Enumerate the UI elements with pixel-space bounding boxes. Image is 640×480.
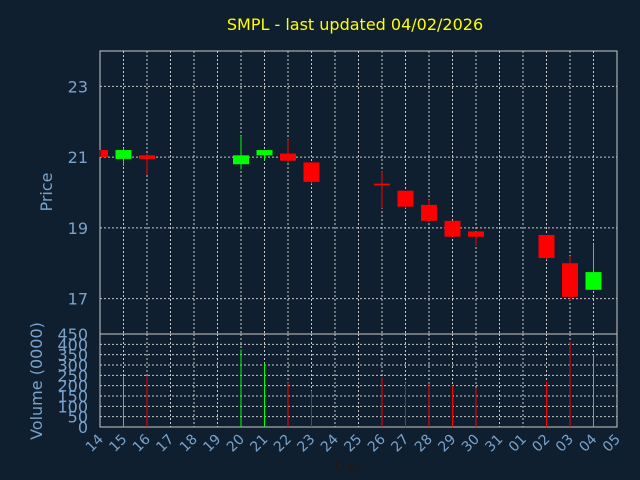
candle-body (374, 183, 390, 186)
x-tick-label: 02 (529, 432, 553, 456)
x-axis-label: Day (334, 459, 362, 475)
x-tick-label: 22 (271, 432, 295, 456)
candle-body (444, 220, 461, 237)
x-tick-label: 21 (247, 432, 271, 456)
price-tick-label: 17 (68, 290, 88, 309)
volume-tick-label: 250 (57, 366, 88, 385)
x-tick-label: 27 (388, 432, 412, 456)
volume-tick-label: 200 (57, 377, 88, 396)
chart-title: SMPL - last updated 04/02/2026 (227, 15, 483, 34)
x-tick-label: 04 (576, 431, 600, 455)
x-tick-labels: 14 15 16 17 18 19 20 21 22 23 24 25 26 27 28 29 30 31 01 02… (83, 431, 624, 455)
candle-body (256, 150, 273, 156)
candle-body (468, 231, 484, 237)
volume-tick-label: 0 (78, 418, 88, 437)
x-tick-label: 25 (341, 432, 365, 456)
x-tick-label: 05 (600, 432, 624, 456)
candle-body (585, 272, 602, 290)
price-tick-labels: 17 19 21 23 (68, 77, 88, 308)
volume-tick-label: 450 (57, 325, 88, 344)
volume-tick-label: 300 (57, 356, 88, 375)
x-tick-label: 31 (482, 432, 506, 456)
volume-axis-label: Volume (0000) (27, 322, 46, 440)
candle-body (562, 263, 578, 297)
x-tick-label: 30 (459, 432, 483, 456)
x-tick-label: 28 (412, 432, 436, 456)
x-tick-label: 03 (553, 432, 577, 456)
x-tick-label: 23 (294, 432, 318, 456)
volume-tick-label: 100 (57, 397, 88, 416)
x-tick-label: 18 (177, 432, 201, 456)
volume-tick-label: 350 (57, 346, 88, 365)
candles (99, 135, 602, 301)
volume-bars (123, 342, 594, 427)
x-tick-label: 20 (224, 432, 248, 456)
x-tick-label: 01 (506, 432, 530, 456)
x-tick-label: 26 (365, 431, 389, 455)
x-tick-label: 17 (153, 432, 177, 456)
candle-body (101, 150, 108, 158)
candle-body (421, 204, 437, 221)
candle-body (139, 155, 155, 159)
volume-tick-label: 400 (57, 335, 88, 354)
candle-body (538, 234, 555, 258)
volume-tick-label: 50 (68, 408, 88, 427)
x-tick-label: 24 (318, 431, 342, 455)
candle-body (397, 190, 414, 207)
x-tick-label: 29 (435, 432, 459, 456)
price-tick-label: 19 (68, 219, 88, 238)
candle-body (303, 162, 320, 182)
x-tick-label: 15 (106, 432, 130, 456)
price-tick-label: 23 (68, 77, 88, 96)
price-tick-label: 21 (68, 148, 88, 167)
candle-body (115, 150, 132, 159)
candle-body (233, 155, 249, 165)
x-tick-label: 16 (130, 431, 154, 455)
volume-tick-label: 150 (57, 387, 88, 406)
x-tick-label: 19 (200, 432, 224, 456)
candle-body (280, 153, 296, 161)
price-axis-label: Price (37, 172, 56, 211)
